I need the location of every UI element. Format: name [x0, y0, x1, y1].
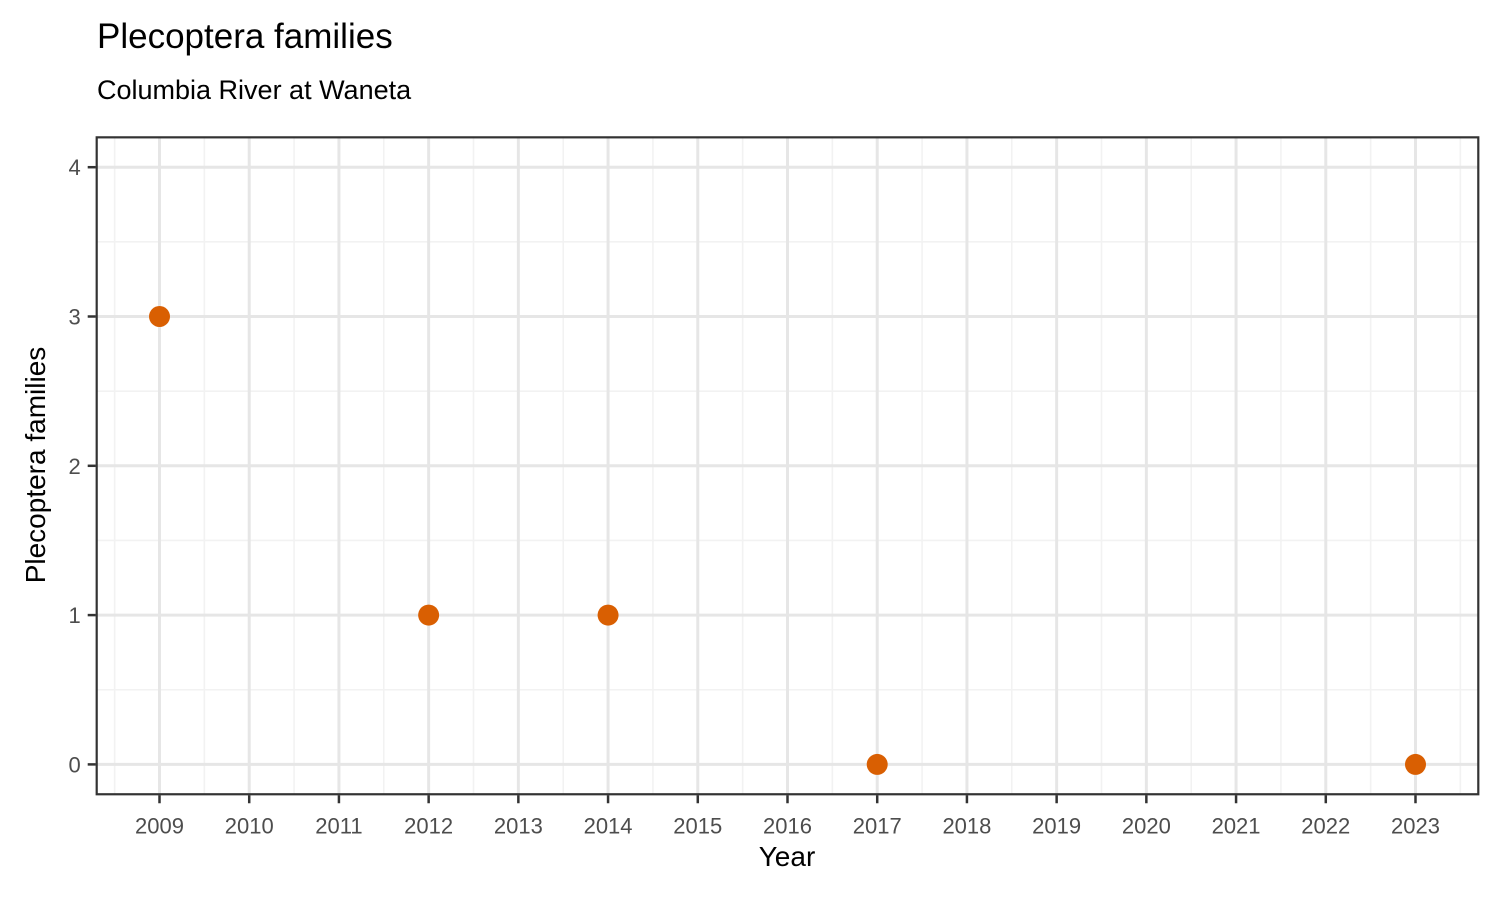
x-tick-label: 2014 [584, 813, 633, 838]
y-tick-label: 2 [68, 454, 80, 479]
x-tick-label: 2012 [404, 813, 453, 838]
y-axis-title: Plecoptera families [20, 346, 51, 584]
x-tick-label: 2016 [763, 813, 812, 838]
y-tick-label: 1 [68, 603, 80, 628]
data-point [418, 604, 440, 626]
x-axis-title: Year [758, 841, 816, 872]
grid-major [96, 137, 1479, 795]
data-point [597, 604, 619, 626]
x-tick-label: 2023 [1391, 813, 1440, 838]
axis-ticks [87, 165, 1417, 804]
data-points [149, 306, 1426, 775]
data-point [1404, 753, 1426, 775]
x-tick-label: 2011 [315, 813, 362, 838]
y-tick-label: 3 [68, 305, 80, 330]
y-tick-label: 0 [68, 752, 80, 777]
x-tick-label: 2020 [1122, 813, 1171, 838]
y-tick-label: 4 [68, 155, 80, 180]
x-tick-labels: 2009 2010 2011 2012 2013 2014 2015 2016 2017 2018… [135, 813, 1440, 838]
x-tick-label: 2017 [853, 813, 902, 838]
x-tick-label: 2013 [494, 813, 543, 838]
x-tick-label: 2015 [673, 813, 722, 838]
x-tick-label: 2018 [942, 813, 991, 838]
x-tick-label: 2021 [1212, 813, 1261, 838]
x-tick-label: 2019 [1032, 813, 1081, 838]
data-point [149, 306, 170, 327]
chart-subtitle: Columbia River at Waneta [97, 75, 412, 105]
y-tick-labels: 0 1 2 3 4 [68, 155, 80, 777]
x-tick-label: 2009 [135, 813, 184, 838]
data-point [866, 753, 888, 775]
x-tick-label: 2010 [225, 813, 274, 838]
panel-border [95, 136, 1480, 796]
chart-title: Plecoptera families [97, 17, 393, 56]
x-tick-label: 2022 [1301, 813, 1350, 838]
